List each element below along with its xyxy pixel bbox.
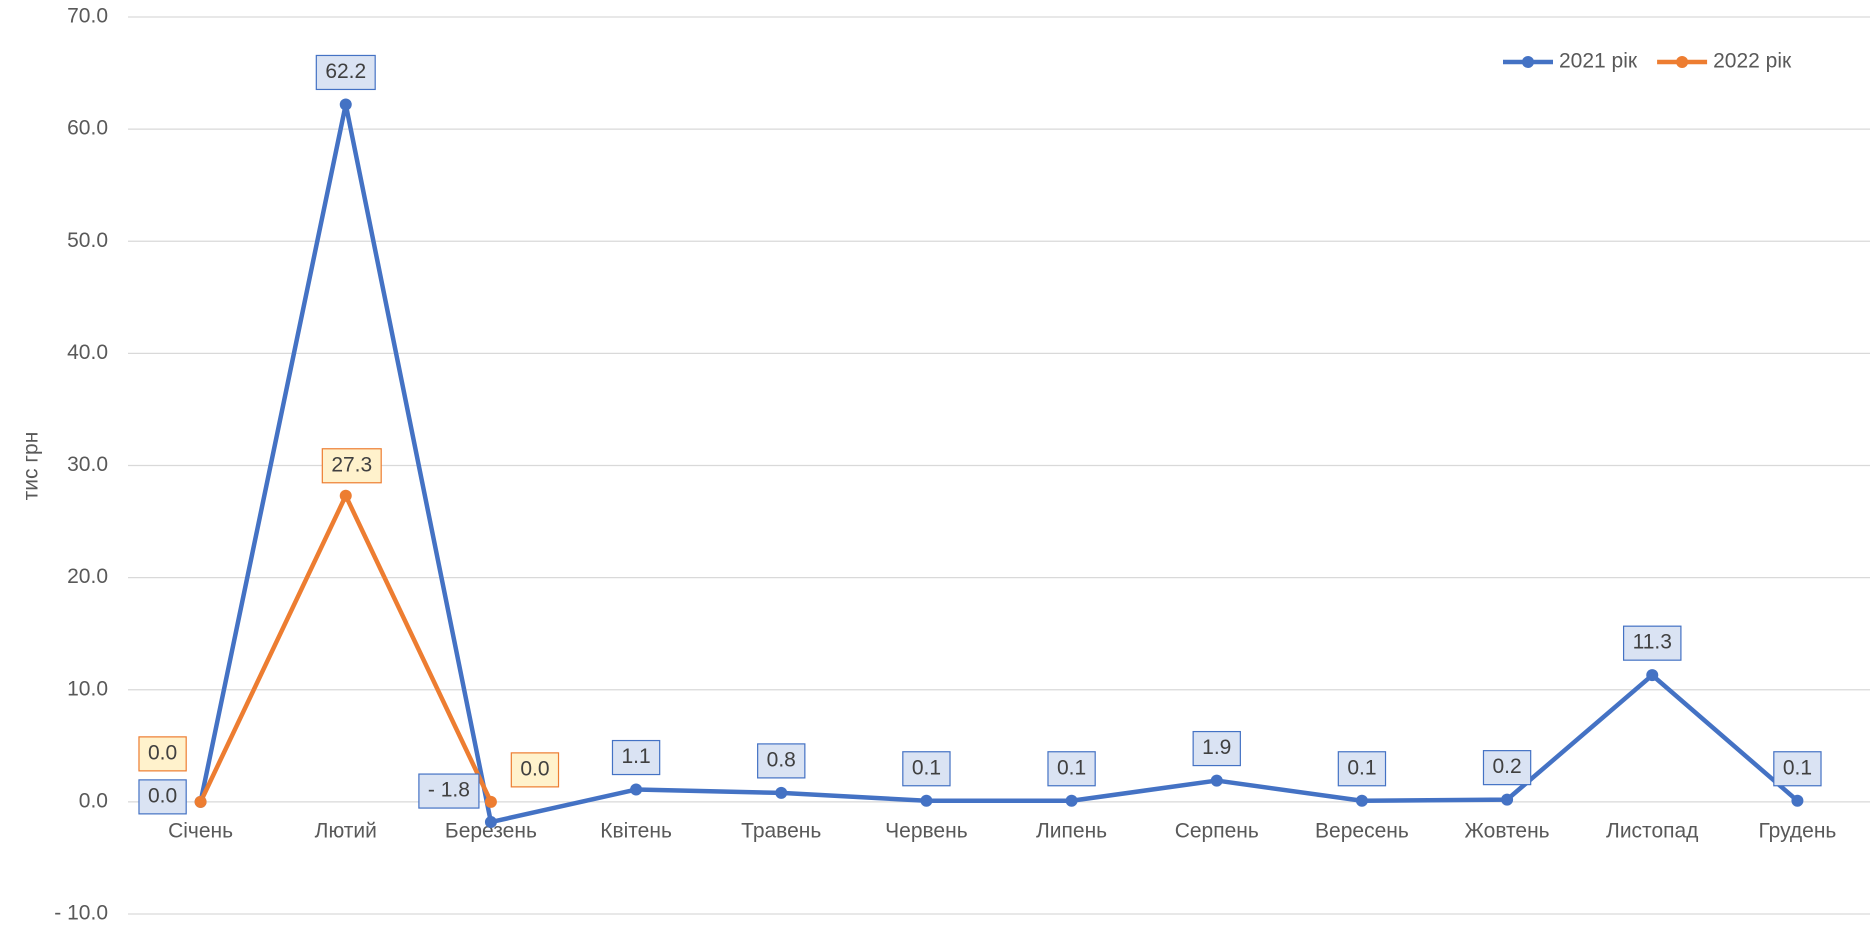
legend-label: 2022 рік <box>1713 50 1792 73</box>
y-tick-label: 70.0 <box>67 5 108 28</box>
data-label-box <box>1192 730 1241 767</box>
legend-marker <box>1522 56 1534 68</box>
data-label: 0.0 <box>148 741 177 764</box>
data-label: - 1.8 <box>428 779 470 802</box>
data-point <box>1501 793 1514 806</box>
x-tick-label: Травень <box>741 819 821 842</box>
series-line <box>198 102 1799 825</box>
data-label-box <box>1622 625 1682 661</box>
data-label: 1.1 <box>621 745 650 768</box>
data-label-box <box>757 743 806 779</box>
y-tick-label: 10.0 <box>67 677 108 700</box>
data-label-box <box>1337 751 1387 787</box>
data-label: 0.0 <box>148 784 177 807</box>
data-label: 0.1 <box>1347 756 1376 779</box>
y-axis-label: тис грн <box>20 432 43 501</box>
data-label: 11.3 <box>1633 631 1672 654</box>
data-label-box <box>902 751 951 787</box>
data-point <box>1355 794 1368 807</box>
y-tick-label: 30.0 <box>67 453 108 476</box>
legend-label: 2021 рік <box>1559 50 1638 73</box>
x-tick-label: Листопад <box>1606 819 1698 842</box>
data-label-box <box>138 779 187 815</box>
y-tick-label: 20.0 <box>67 565 108 588</box>
data-label: 0.2 <box>1492 755 1521 778</box>
x-tick-label: Грудень <box>1758 819 1836 842</box>
data-point <box>484 816 497 829</box>
data-label: 0.8 <box>767 748 796 771</box>
data-label-box <box>1482 750 1532 786</box>
series-line <box>198 493 493 803</box>
data-point <box>1210 774 1223 787</box>
data-label-box <box>1773 751 1822 787</box>
y-tick-label: - 10.0 <box>54 902 108 925</box>
data-label-box <box>418 773 480 809</box>
data-point <box>1065 794 1078 807</box>
data-label: 27.3 <box>331 453 372 476</box>
data-label: 0.1 <box>912 756 941 779</box>
x-tick-label: Квітень <box>600 819 672 842</box>
data-label-box <box>510 752 560 788</box>
x-tick-label: Липень <box>1036 819 1107 842</box>
x-tick-label: Вересень <box>1315 819 1409 842</box>
data-label: 0.1 <box>1057 756 1086 779</box>
x-tick-label: Березень <box>445 819 537 842</box>
data-label-box <box>138 736 187 772</box>
y-tick-label: 40.0 <box>67 341 108 364</box>
data-label-box <box>611 739 661 776</box>
data-point <box>775 786 788 799</box>
y-tick-label: 50.0 <box>67 229 108 252</box>
x-tick-label: Червень <box>885 819 968 842</box>
data-point <box>1646 669 1659 682</box>
data-label-box <box>321 448 382 484</box>
data-label: 0.1 <box>1783 756 1812 779</box>
data-point <box>920 794 933 807</box>
data-point <box>630 783 643 796</box>
legend-marker <box>1676 56 1689 68</box>
x-tick-label: Січень <box>168 819 233 842</box>
data-point <box>1791 794 1804 807</box>
data-point <box>194 795 207 808</box>
x-tick-label: Серпень <box>1175 819 1259 842</box>
data-point <box>339 489 352 502</box>
data-label: 0.0 <box>520 757 549 780</box>
y-tick-label: 0.0 <box>79 789 108 812</box>
data-label: 1.9 <box>1202 736 1231 759</box>
data-label: 62.2 <box>325 60 366 83</box>
data-point <box>484 795 497 808</box>
data-point <box>339 98 352 111</box>
data-label-box <box>315 54 376 91</box>
data-label-box <box>1047 751 1096 787</box>
x-tick-label: Лютий <box>315 819 377 842</box>
y-tick-label: 60.0 <box>67 117 108 140</box>
x-tick-label: Жовтень <box>1465 819 1550 842</box>
